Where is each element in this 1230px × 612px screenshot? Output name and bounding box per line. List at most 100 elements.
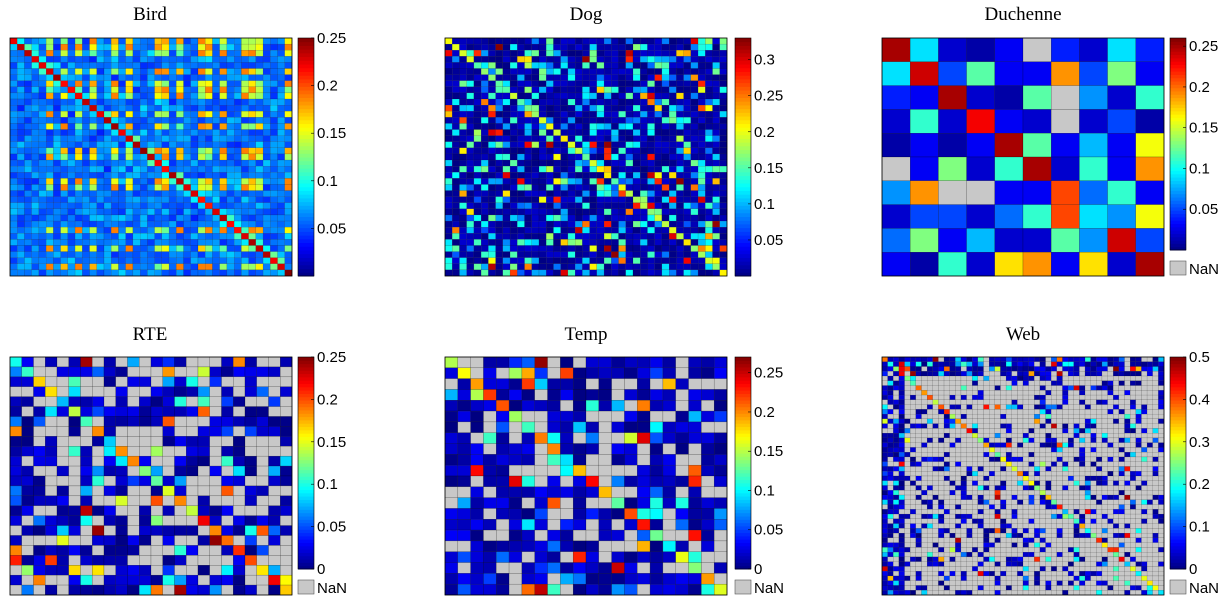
heatmap-cell [234,258,241,264]
heatmap-cell [249,105,256,111]
heatmap-cell [626,178,633,184]
heatmap-cell [689,519,702,530]
heatmap-cell [116,545,128,555]
heatmap-cell [92,407,104,417]
heatmap-cell [546,197,553,203]
heatmap-cell [624,389,637,400]
heatmap-cell [509,530,522,541]
heatmap-cell [676,573,689,584]
heatmap-cell [568,93,575,99]
heatmap-cell [626,130,633,136]
heatmap-cell [532,99,539,105]
heatmap-cell [133,184,140,190]
heatmap-cell [496,487,509,498]
heatmap-cell [612,541,625,552]
heatmap-cell [553,62,560,68]
heatmap-cell [269,565,281,575]
heatmap-cell [1079,38,1107,62]
heatmap-cell [220,142,227,148]
heatmap-cell [184,130,191,136]
heatmap-cell [612,465,625,476]
heatmap-cell [186,407,198,417]
heatmap-cell [68,245,75,251]
heatmap-cell [662,56,669,62]
heatmap-cell [481,87,488,93]
heatmap-cell [278,62,285,68]
colorbar-step [735,370,751,374]
heatmap-cell [270,191,277,197]
heatmap-cell [227,215,234,221]
heatmap-cell [24,93,31,99]
heatmap-cell [46,81,53,87]
heatmap-cell [633,258,640,264]
heatmap-cell [626,227,633,233]
heatmap-cell [191,50,198,56]
heatmap-cell [186,446,198,456]
heatmap-cell [445,508,458,519]
heatmap-cell [553,252,560,258]
heatmap-cell [191,123,198,129]
heatmap-cell [650,563,663,574]
heatmap-cell [128,545,140,555]
heatmap-cell [553,166,560,172]
heatmap-cell [1153,357,1159,362]
heatmap-cell [637,519,650,530]
heatmap-cell [220,215,227,221]
heatmap-cell [910,181,938,205]
heatmap-cell [474,87,481,93]
heatmap-cell [133,270,140,276]
heatmap-cell [684,215,691,221]
heatmap-cell [126,130,133,136]
heatmap-cell [151,526,163,536]
heatmap-cell [270,142,277,148]
heatmap-cell [597,270,604,276]
heatmap-cell [510,154,517,160]
heatmap-cell [1141,376,1147,381]
heatmap-cell [140,44,147,50]
heatmap-cell [169,62,176,68]
heatmap-cell [234,215,241,221]
heatmap-cell [548,573,561,584]
heatmap-cell [701,584,714,595]
heatmap-cell [612,530,625,541]
heatmap-cell [184,99,191,105]
heatmap-cell [205,270,212,276]
heatmap-cell [256,166,263,172]
heatmap-cell [175,417,187,427]
heatmap-cell [278,99,285,105]
colorbar-tick-label: 0.25 [1189,38,1218,55]
heatmap-cell [1023,381,1029,386]
heatmap-cell [619,252,626,258]
heatmap-cell [155,117,162,123]
heatmap-cell [655,123,662,129]
heatmap-cell [46,69,53,75]
heatmap-cell [220,44,227,50]
heatmap-cell [684,270,691,276]
heatmap-cell [220,62,227,68]
heatmap-cell [61,148,68,154]
heatmap-cell [517,130,524,136]
heatmap-cell [510,215,517,221]
heatmap-cell [39,123,46,129]
heatmap-cell [525,184,532,190]
heatmap-cell [597,221,604,227]
heatmap-cell [82,87,89,93]
heatmap-cell [280,466,292,476]
heatmap-cell [118,178,125,184]
heatmap-cell [619,184,626,190]
heatmap-cell [1085,367,1091,372]
colorbar-step [298,49,314,53]
heatmap-cell [68,62,75,68]
heatmap-cell [269,536,281,546]
heatmap-cell [169,44,176,50]
heatmap-cell [263,111,270,117]
heatmap-cell [619,62,626,68]
heatmap-cell [488,197,495,203]
heatmap-cell [1023,390,1029,395]
heatmap-cell [162,227,169,233]
heatmap-cell [256,160,263,166]
heatmap-cell [155,270,162,276]
heatmap-cell [111,264,118,270]
heatmap-cell [198,178,205,184]
heatmap-cell [575,44,582,50]
